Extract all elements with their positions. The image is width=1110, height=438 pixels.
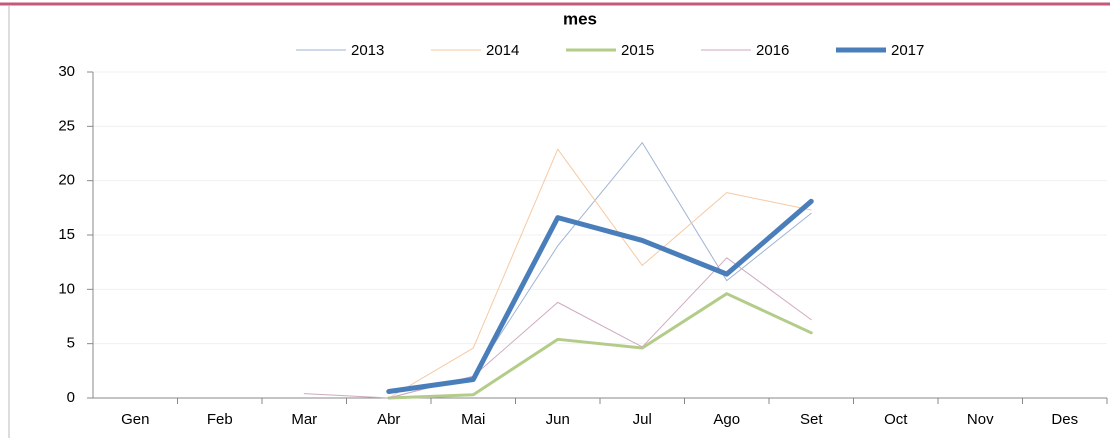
x-tick-label: Mai	[461, 411, 485, 428]
x-tick-label: Set	[800, 411, 823, 428]
legend-label: 2017	[891, 42, 924, 59]
chart-title: mes	[563, 9, 597, 28]
x-tick-label: Oct	[884, 411, 908, 428]
x-tick-label: Ago	[713, 411, 740, 428]
y-tick-label: 10	[58, 280, 75, 297]
legend-label: 2015	[621, 42, 654, 59]
x-tick-label: Mar	[291, 411, 317, 428]
y-tick-label: 5	[67, 335, 75, 352]
x-tick-label: Abr	[377, 411, 400, 428]
x-tick-label: Feb	[207, 411, 233, 428]
y-tick-label: 20	[58, 172, 75, 189]
y-tick-label: 30	[58, 63, 75, 80]
x-tick-label: Jul	[633, 411, 652, 428]
y-tick-label: 15	[58, 226, 75, 243]
series-line	[388, 148, 812, 399]
x-tick-label: Gen	[121, 411, 149, 428]
series-line	[303, 257, 812, 399]
y-tick-label: 25	[58, 117, 75, 134]
x-tick-label: Nov	[967, 411, 994, 428]
series-line	[386, 198, 814, 394]
legend-label: 2013	[351, 42, 384, 59]
y-tick-label: 0	[67, 389, 75, 406]
x-tick-label: Des	[1051, 411, 1078, 428]
series-line	[387, 292, 813, 400]
x-tick-label: Jun	[546, 411, 570, 428]
legend-label: 2014	[486, 42, 519, 59]
legend-label: 2016	[756, 42, 789, 59]
